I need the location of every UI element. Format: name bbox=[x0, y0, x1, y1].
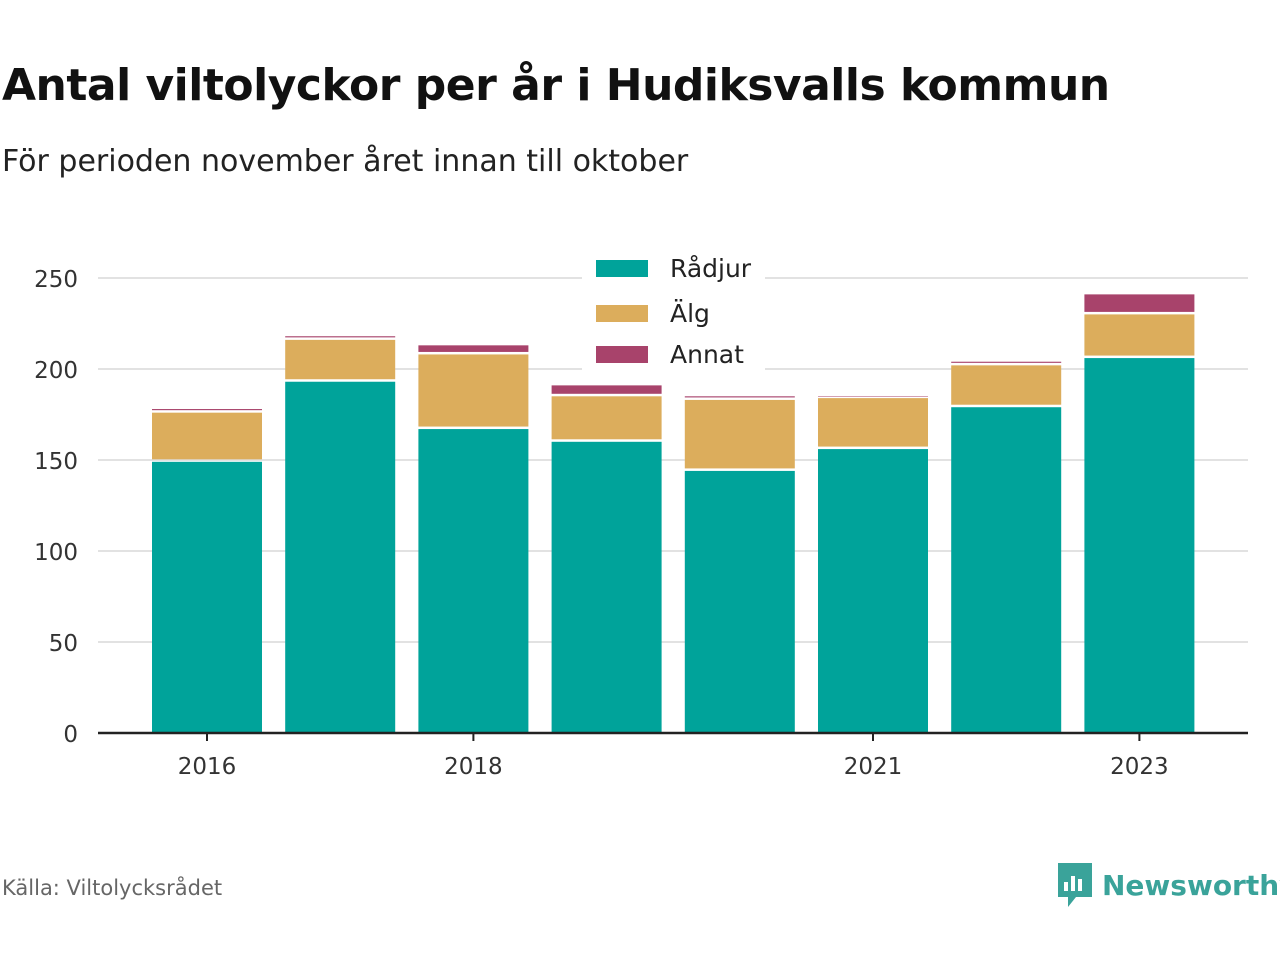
y-tick-label: 150 bbox=[34, 449, 78, 475]
x-tick-label: 2021 bbox=[844, 754, 903, 780]
y-tick-label: 200 bbox=[34, 358, 78, 384]
bar-segment bbox=[152, 461, 262, 733]
y-tick-label: 100 bbox=[34, 540, 78, 566]
bar-segment bbox=[951, 361, 1062, 363]
legend-label: Älg bbox=[670, 299, 710, 328]
bar-segment bbox=[684, 470, 795, 733]
x-axis: 2016 2018 2021 2023 bbox=[98, 731, 1248, 780]
bar-segment bbox=[684, 396, 795, 398]
source-note: Källa: Viltolycksrådet bbox=[2, 876, 223, 900]
bar-segment bbox=[951, 365, 1062, 405]
legend-swatch bbox=[596, 260, 648, 277]
bars bbox=[152, 294, 1195, 733]
legend-label: Rådjur bbox=[670, 254, 752, 283]
bar-segment bbox=[1084, 358, 1195, 733]
chart-subtitle: För perioden november året innan till ok… bbox=[2, 144, 689, 179]
bar-segment bbox=[418, 345, 529, 352]
bar-segment bbox=[152, 409, 262, 411]
bar-segment bbox=[418, 429, 529, 733]
bar-segment bbox=[152, 412, 262, 460]
chart-title: Antal viltolyckor per år i Hudiksvalls k… bbox=[2, 60, 1110, 111]
y-tick-label: 0 bbox=[63, 722, 78, 748]
bar-segment bbox=[418, 354, 529, 427]
bar-segment bbox=[551, 441, 662, 733]
bar-segment bbox=[285, 339, 396, 380]
bar-segment bbox=[1084, 294, 1195, 312]
bar-segment bbox=[551, 396, 662, 440]
x-tick-label: 2023 bbox=[1110, 754, 1169, 780]
legend: Rådjur Älg Annat bbox=[582, 250, 765, 372]
legend-swatch bbox=[596, 346, 648, 363]
bar-segment bbox=[684, 399, 795, 469]
bar-chart-icon bbox=[1058, 863, 1092, 907]
brand-name: Newsworthy bbox=[1102, 868, 1280, 902]
bar-segment bbox=[1084, 314, 1195, 356]
y-axis: 0 50 100 150 200 250 bbox=[34, 267, 78, 748]
legend-swatch bbox=[596, 305, 648, 322]
brand-logo: Newsworthy bbox=[1058, 862, 1280, 908]
bar-segment bbox=[285, 381, 396, 733]
legend-label: Annat bbox=[670, 340, 744, 369]
bar-segment bbox=[951, 407, 1062, 733]
x-tick-label: 2016 bbox=[178, 754, 237, 780]
stacked-bar-chart: 0 50 100 150 200 250 2016 2018 2021 2023 Rådjur Ä… bbox=[34, 250, 1248, 780]
bar-segment bbox=[818, 396, 928, 397]
x-tick-label: 2018 bbox=[444, 754, 503, 780]
y-tick-label: 250 bbox=[34, 267, 78, 293]
bar-segment bbox=[551, 385, 662, 394]
bar-segment bbox=[818, 398, 928, 447]
bar-segment bbox=[285, 336, 396, 338]
bar-segment bbox=[818, 449, 928, 733]
y-tick-label: 50 bbox=[49, 631, 78, 657]
